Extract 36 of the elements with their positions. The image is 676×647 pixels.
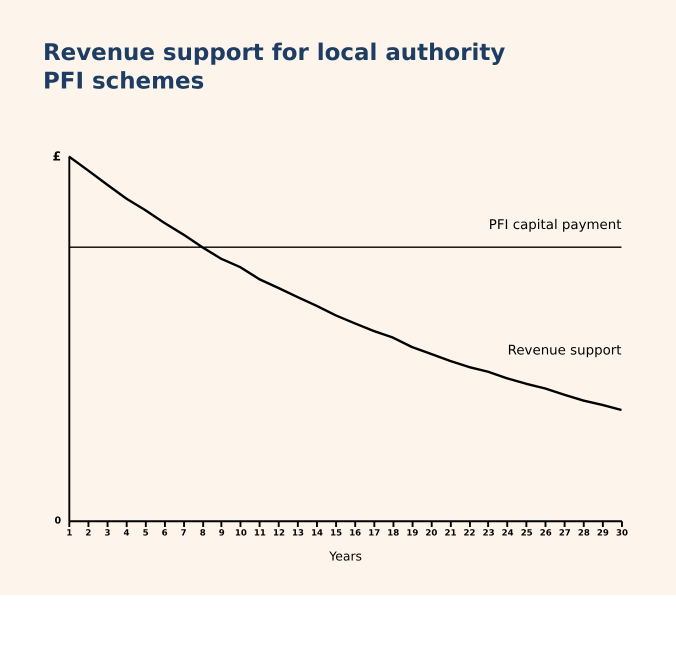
- x-tick-label: 20: [425, 528, 438, 539]
- y-axis-title: £: [52, 148, 62, 164]
- series-label: PFI capital payment: [488, 218, 622, 234]
- x-tick-label: 2: [85, 528, 92, 539]
- x-tick-label: 4: [124, 528, 130, 539]
- x-tick-label: 14: [311, 528, 324, 539]
- x-tick-label: 6: [162, 528, 168, 539]
- x-tick-label: 17: [368, 528, 380, 539]
- x-tick-label: 16: [349, 528, 362, 539]
- x-axis-title: Years: [328, 548, 362, 564]
- x-tick-label: 11: [254, 528, 266, 539]
- x-tick-label: 9: [218, 528, 225, 539]
- x-tick-label: 30: [616, 528, 628, 539]
- x-tick-label: 12: [272, 528, 285, 539]
- x-tick-label: 18: [387, 528, 400, 539]
- x-tick-label: 28: [578, 528, 590, 539]
- x-tick-label: 19: [406, 528, 418, 539]
- x-tick-label: 8: [200, 528, 206, 539]
- x-tick-label: 27: [558, 528, 571, 539]
- text: 0: [54, 516, 62, 527]
- series-label: Revenue support: [508, 344, 622, 359]
- x-tick-label: 22: [464, 528, 476, 539]
- x-tick-label: 29: [596, 528, 609, 539]
- x-tick-label: 3: [104, 528, 110, 539]
- x-tick-label: 15: [330, 528, 342, 539]
- x-tick-label: 1: [66, 528, 72, 539]
- x-tick-label: 24: [502, 528, 514, 539]
- x-tick-label: 23: [482, 528, 495, 539]
- x-tick-label: 7: [180, 528, 187, 539]
- x-tick-label: 26: [540, 528, 552, 539]
- x-tick-label: 10: [234, 528, 247, 539]
- x-tick-label: 21: [444, 528, 456, 539]
- chart-title: Revenue support for local authority PFI schemes: [42, 40, 506, 95]
- x-tick-label: 5: [142, 528, 149, 539]
- x-tick-label: 13: [292, 528, 304, 539]
- x-tick-label: 25: [520, 528, 533, 539]
